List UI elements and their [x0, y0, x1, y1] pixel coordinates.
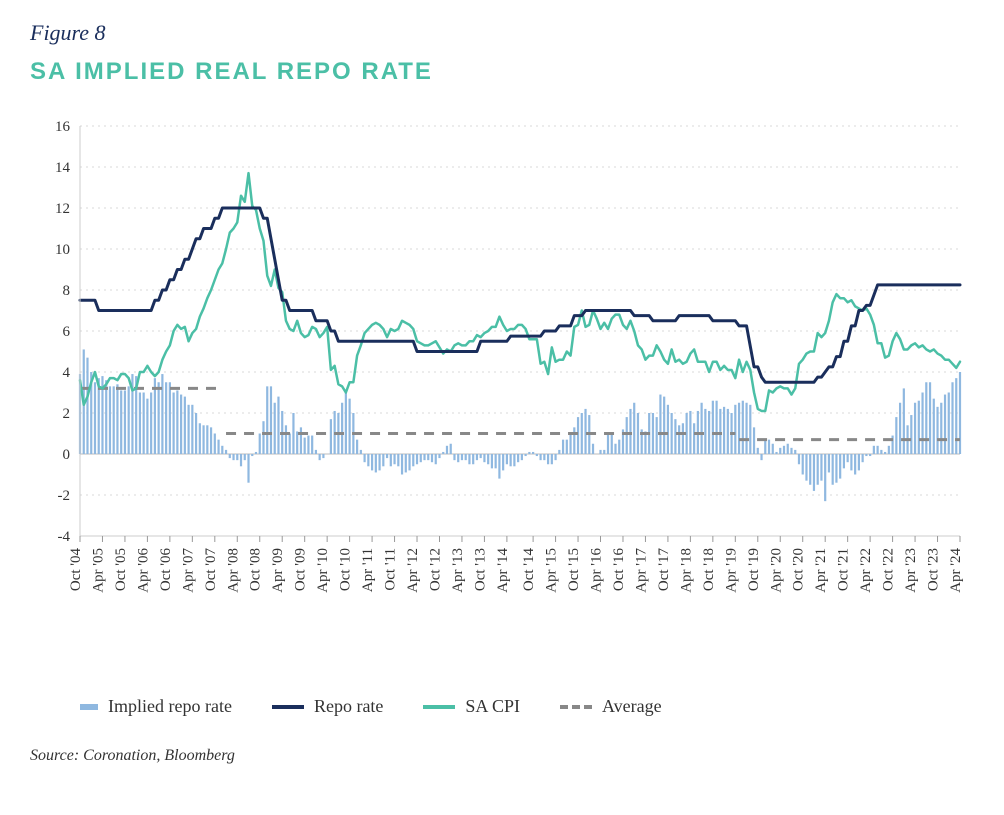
chart-svg: -4 -2 0 2 4 6 8 10 12 14 16 Oct '04 Apr '05 Oct '05 Ap… [30, 116, 974, 676]
svg-text:4: 4 [63, 365, 71, 381]
svg-text:Apr '16: Apr '16 [589, 548, 605, 593]
svg-text:Oct '07: Oct '07 [203, 548, 219, 592]
svg-text:Apr '08: Apr '08 [225, 548, 241, 593]
svg-text:Oct '19: Oct '19 [746, 548, 762, 591]
svg-text:Oct '09: Oct '09 [293, 548, 309, 591]
svg-text:10: 10 [55, 242, 70, 258]
svg-text:Oct '23: Oct '23 [926, 548, 942, 591]
svg-text:Oct '05: Oct '05 [113, 548, 129, 591]
svg-text:2: 2 [63, 406, 71, 422]
legend-item-sa_cpi: SA CPI [423, 696, 520, 717]
legend-item-average: Average [560, 696, 662, 717]
legend: Implied repo rate Repo rate SA CPI Average [30, 696, 974, 717]
svg-text:0: 0 [63, 447, 71, 463]
svg-text:Apr '15: Apr '15 [544, 548, 560, 593]
legend-swatch [272, 705, 304, 709]
svg-text:Apr '14: Apr '14 [495, 548, 511, 593]
svg-text:Apr '06: Apr '06 [135, 548, 151, 593]
legend-item-implied_repo: Implied repo rate [80, 696, 232, 717]
source-citation: Source: Coronation, Bloomberg [30, 747, 974, 765]
svg-text:Apr '12: Apr '12 [405, 548, 421, 593]
svg-text:Apr '21: Apr '21 [813, 548, 829, 593]
svg-text:Apr '10: Apr '10 [315, 548, 331, 593]
legend-swatch [423, 705, 455, 709]
chart-title: SA IMPLIED REAL REPO RATE [30, 58, 974, 86]
svg-text:Oct '17: Oct '17 [656, 548, 672, 592]
svg-text:Oct '08: Oct '08 [248, 548, 264, 591]
legend-label: SA CPI [465, 696, 520, 717]
svg-text:16: 16 [55, 119, 71, 135]
svg-text:Oct '11: Oct '11 [383, 548, 399, 591]
svg-text:Apr '05: Apr '05 [90, 548, 106, 593]
legend-swatch [560, 705, 592, 709]
chart-container: -4 -2 0 2 4 6 8 10 12 14 16 Oct '04 Apr '05 Oct '05 Ap… [30, 116, 974, 676]
legend-label: Implied repo rate [108, 696, 232, 717]
svg-text:Apr '23: Apr '23 [903, 548, 919, 593]
svg-text:Apr '09: Apr '09 [270, 548, 286, 593]
svg-text:8: 8 [63, 283, 71, 299]
svg-text:-4: -4 [58, 529, 71, 545]
svg-text:Oct '13: Oct '13 [472, 548, 488, 591]
svg-text:Apr '11: Apr '11 [360, 548, 376, 592]
svg-text:Oct '21: Oct '21 [836, 548, 852, 591]
svg-text:Oct '06: Oct '06 [158, 548, 174, 592]
svg-text:Oct '04: Oct '04 [68, 548, 84, 592]
legend-label: Average [602, 696, 662, 717]
svg-text:Oct '16: Oct '16 [611, 548, 627, 592]
svg-text:Apr '22: Apr '22 [858, 548, 874, 593]
legend-swatch [80, 704, 98, 710]
svg-text:-2: -2 [58, 488, 71, 504]
legend-label: Repo rate [314, 696, 383, 717]
svg-text:Oct '15: Oct '15 [566, 548, 582, 591]
svg-text:Apr '13: Apr '13 [450, 548, 466, 593]
svg-text:Apr '20: Apr '20 [768, 548, 784, 593]
svg-text:Oct '10: Oct '10 [338, 548, 354, 591]
svg-text:Apr '17: Apr '17 [633, 548, 649, 593]
svg-text:Apr '24: Apr '24 [948, 548, 964, 593]
svg-text:Apr '07: Apr '07 [180, 548, 196, 593]
svg-text:14: 14 [55, 160, 71, 176]
svg-text:Oct '20: Oct '20 [791, 548, 807, 591]
svg-text:Oct '12: Oct '12 [427, 548, 443, 591]
svg-text:Oct '14: Oct '14 [521, 548, 537, 592]
figure-label: Figure 8 [30, 20, 974, 46]
legend-item-repo_rate: Repo rate [272, 696, 383, 717]
svg-text:6: 6 [63, 324, 71, 340]
svg-text:Apr '18: Apr '18 [678, 548, 694, 593]
svg-text:Apr '19: Apr '19 [723, 548, 739, 593]
svg-text:Oct '18: Oct '18 [701, 548, 717, 591]
svg-text:12: 12 [55, 201, 70, 217]
svg-text:Oct '22: Oct '22 [881, 548, 897, 591]
